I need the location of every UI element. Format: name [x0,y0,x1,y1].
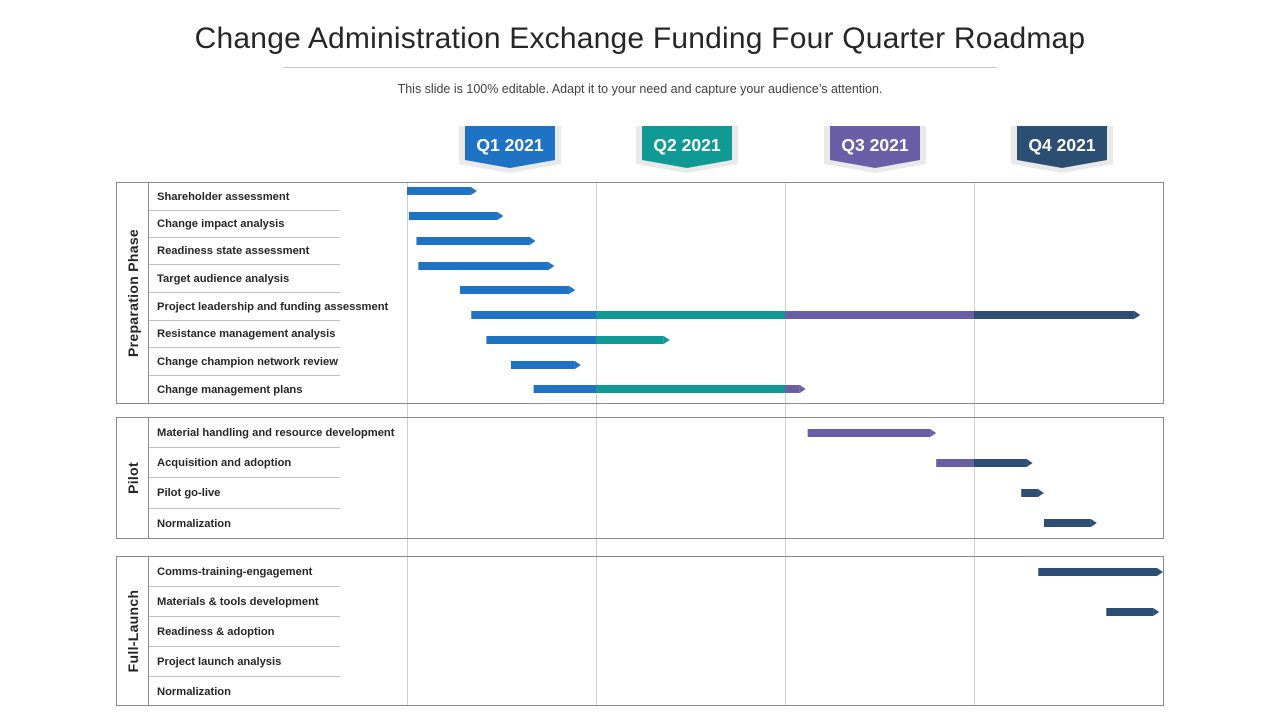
task-bar-arrowhead [663,336,670,344]
slide-subtitle: This slide is 100% editable. Adapt it to… [397,82,883,96]
task-bar-arrowhead [1026,459,1033,467]
title-divider [283,67,997,68]
task-bar-arrowhead [1134,311,1141,319]
task-bar-arrowhead [569,286,576,294]
quarter-header: Q2 2021 [635,126,739,174]
task-label: Change impact analysis [149,211,340,238]
task-bar-arrowhead [529,237,536,245]
task-bar-arrowhead [799,385,806,393]
task-bar-segment [785,385,800,393]
task-label: Resistance management analysis [149,321,340,348]
task-bar-segment [1038,568,1157,576]
task-label: Acquisition and adoption [149,448,340,478]
task-bar-segment [596,385,785,393]
task-label: Readiness & adoption [149,617,340,647]
task-bar-arrowhead [1153,608,1160,616]
task-bar-segment [416,237,530,245]
section-full-launch: Full-Launch Comms-training-engagement Ma… [116,556,1164,706]
task-label: Materials & tools development [149,587,340,617]
grid-line [596,182,597,706]
task-bar-arrowhead [930,429,937,437]
section-label-cell: Pilot [117,418,149,538]
quarter-header: Q1 2021 [458,126,562,174]
grid-line [974,182,975,706]
task-label: Normalization [157,685,231,698]
task-bar-segment [596,336,664,344]
task-bar-arrowhead [1090,519,1097,527]
section-label-cell: Preparation Phase [117,183,149,403]
quarter-label: Q1 2021 [476,135,544,155]
quarter-label: Q2 2021 [653,135,721,155]
section-preparation-phase: Preparation Phase Shareholder assessment… [116,182,1164,404]
task-bar-arrowhead [548,262,555,270]
quarter-header: Q4 2021 [1010,126,1114,174]
task-bar-segment [407,187,471,195]
task-label: Normalization [157,518,231,530]
grid-line [785,182,786,706]
task-bar-segment [596,311,785,319]
task-bar-segment [974,311,1135,319]
task-bar-segment [486,336,596,344]
quarter-label: Q3 2021 [841,135,909,155]
task-bar-segment [471,311,596,319]
task-label: Change management plans [157,384,303,396]
task-bar-segment [533,385,596,393]
task-bar-segment [1106,608,1154,616]
slide-title: Change Administration Exchange Funding F… [194,22,1086,55]
task-bar-segment [1021,489,1038,497]
grid-line [407,182,408,706]
task-label: Project leadership and funding assessmen… [149,293,388,321]
section-label-cell: Full-Launch [117,557,149,705]
section-pilot: Pilot Material handling and resource dev… [116,417,1164,539]
task-bar-segment [785,311,974,319]
task-bar-segment [936,459,974,467]
task-label: Project launch analysis [149,647,340,677]
task-label: Shareholder assessment [149,183,340,211]
task-label: Change champion network review [149,348,340,376]
task-label: Comms-training-engagement [149,557,340,587]
task-bar-arrowhead [1157,568,1163,576]
task-label: Readiness state assessment [149,238,340,265]
task-bar-arrowhead [497,212,504,220]
task-bar-segment [408,212,498,220]
task-bar-segment [418,262,549,270]
task-bar-arrowhead [1037,489,1044,497]
task-bar-segment [510,361,575,369]
task-bar-segment [1043,519,1091,527]
task-bar-segment [459,286,570,294]
task-label: Material handling and resource developme… [149,418,394,448]
task-bar-arrowhead [470,187,477,195]
quarter-header: Q3 2021 [823,126,927,174]
quarter-label: Q4 2021 [1028,135,1096,155]
task-label: Target audience analysis [149,265,340,293]
task-bar-arrowhead [574,361,581,369]
task-bar-segment [974,459,1027,467]
task-bar-segment [807,429,931,437]
task-label: Pilot go-live [149,478,340,509]
